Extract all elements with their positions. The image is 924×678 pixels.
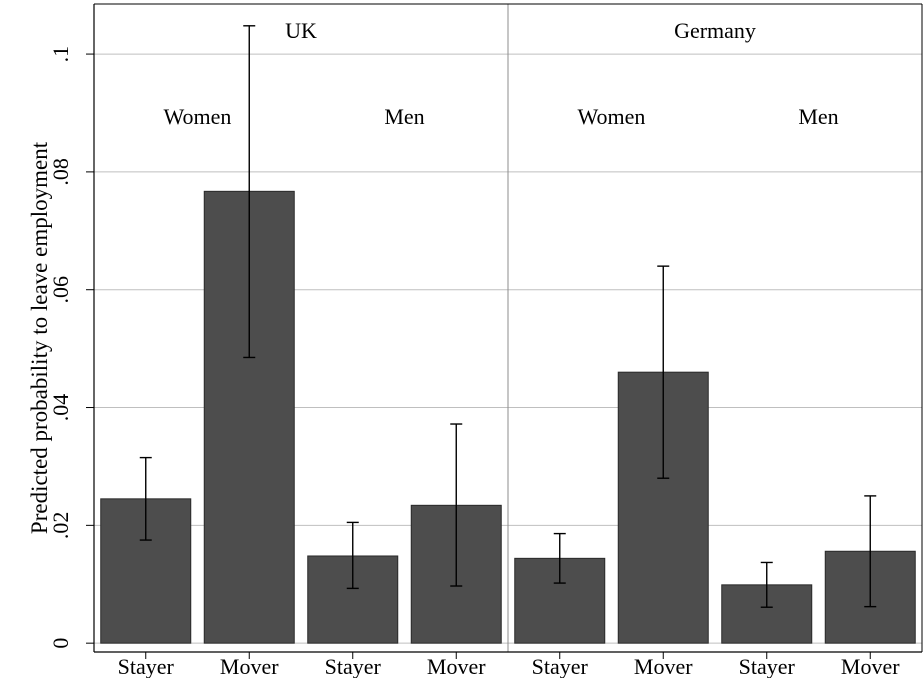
x-tick-label: Stayer: [118, 654, 175, 678]
panel-label: UK: [285, 18, 317, 43]
y-tick-label: .08: [48, 158, 73, 186]
panel-label: Germany: [674, 18, 756, 43]
group-label: Women: [578, 104, 646, 129]
y-tick-label: .04: [48, 394, 73, 422]
x-tick-label: Mover: [220, 654, 279, 678]
group-label: Women: [164, 104, 232, 129]
x-tick-label: Stayer: [532, 654, 589, 678]
y-tick-label: .02: [48, 512, 73, 540]
x-tick-label: Stayer: [739, 654, 796, 678]
x-tick-label: Mover: [841, 654, 900, 678]
y-axis-label: Predicted probability to leave employmen…: [27, 141, 52, 534]
y-tick-label: 0: [48, 638, 73, 649]
x-tick-label: Mover: [427, 654, 486, 678]
y-tick-label: .06: [48, 276, 73, 304]
y-tick-label: .1: [48, 46, 73, 63]
chart-labels: 0 .02 .04 .06 .08 .1 UK Stayer Mover Women Stayer M…: [48, 18, 900, 678]
group-label: Men: [384, 104, 424, 129]
x-tick-label: Stayer: [325, 654, 382, 678]
group-label: Men: [798, 104, 838, 129]
error-bars: [139, 25, 877, 608]
x-tick-label: Mover: [634, 654, 693, 678]
plot-frame: [86, 3, 923, 659]
